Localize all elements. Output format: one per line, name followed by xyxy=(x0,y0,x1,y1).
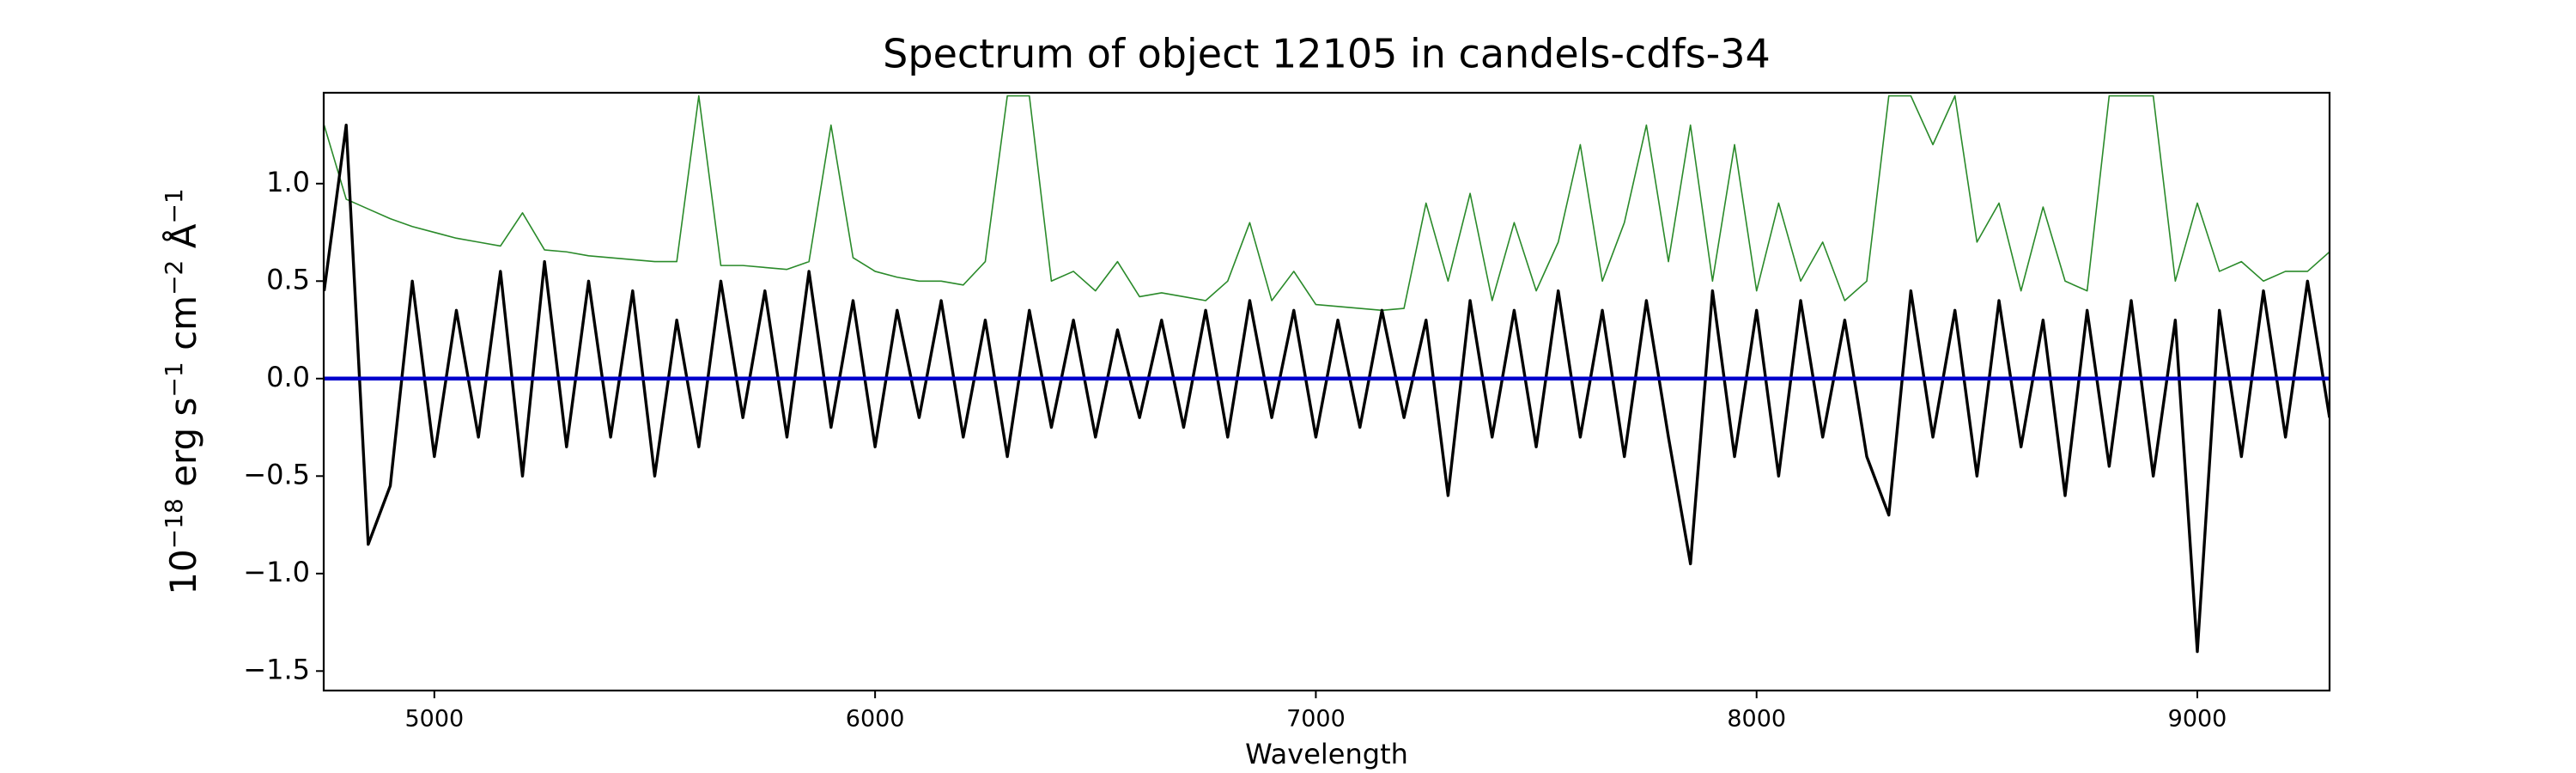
y-axis-label: 10−18 erg s−1 cm−2 Å−1 xyxy=(160,188,204,594)
y-axis-label-part: −1 xyxy=(160,188,188,223)
y-axis-label-part: cm xyxy=(162,295,204,362)
y-axis-label-part: 10 xyxy=(162,549,204,594)
y-axis-label-part: −2 xyxy=(160,260,188,295)
plot-frame xyxy=(322,91,2331,692)
y-axis-label-part: Å xyxy=(161,223,204,259)
y-axis-label-part: erg s xyxy=(162,398,204,499)
y-tick-label: −0.5 xyxy=(243,458,310,490)
y-tick-label: −1.5 xyxy=(243,653,310,685)
x-tick-label: 8000 xyxy=(1727,706,1786,733)
y-axis-label-part: −18 xyxy=(160,498,188,549)
x-tick-label: 9000 xyxy=(2168,706,2227,733)
y-tick-label: −1.0 xyxy=(243,556,310,588)
spectrum-line xyxy=(324,123,2330,654)
spectrum-line xyxy=(324,94,2330,312)
y-tick-label: 1.0 xyxy=(266,166,310,198)
y-tick-label: 0.5 xyxy=(266,263,310,295)
y-tick-label: 0.0 xyxy=(266,361,310,393)
plot-area xyxy=(324,94,2330,654)
x-tick-label: 5000 xyxy=(404,706,464,733)
chart-title: Spectrum of object 12105 in candels-cdfs… xyxy=(883,31,1771,77)
x-tick-label: 7000 xyxy=(1286,706,1346,733)
x-axis-label: Wavelength xyxy=(1245,738,1408,770)
x-tick-label: 6000 xyxy=(846,706,905,733)
y-axis-label-part: −1 xyxy=(160,362,188,397)
